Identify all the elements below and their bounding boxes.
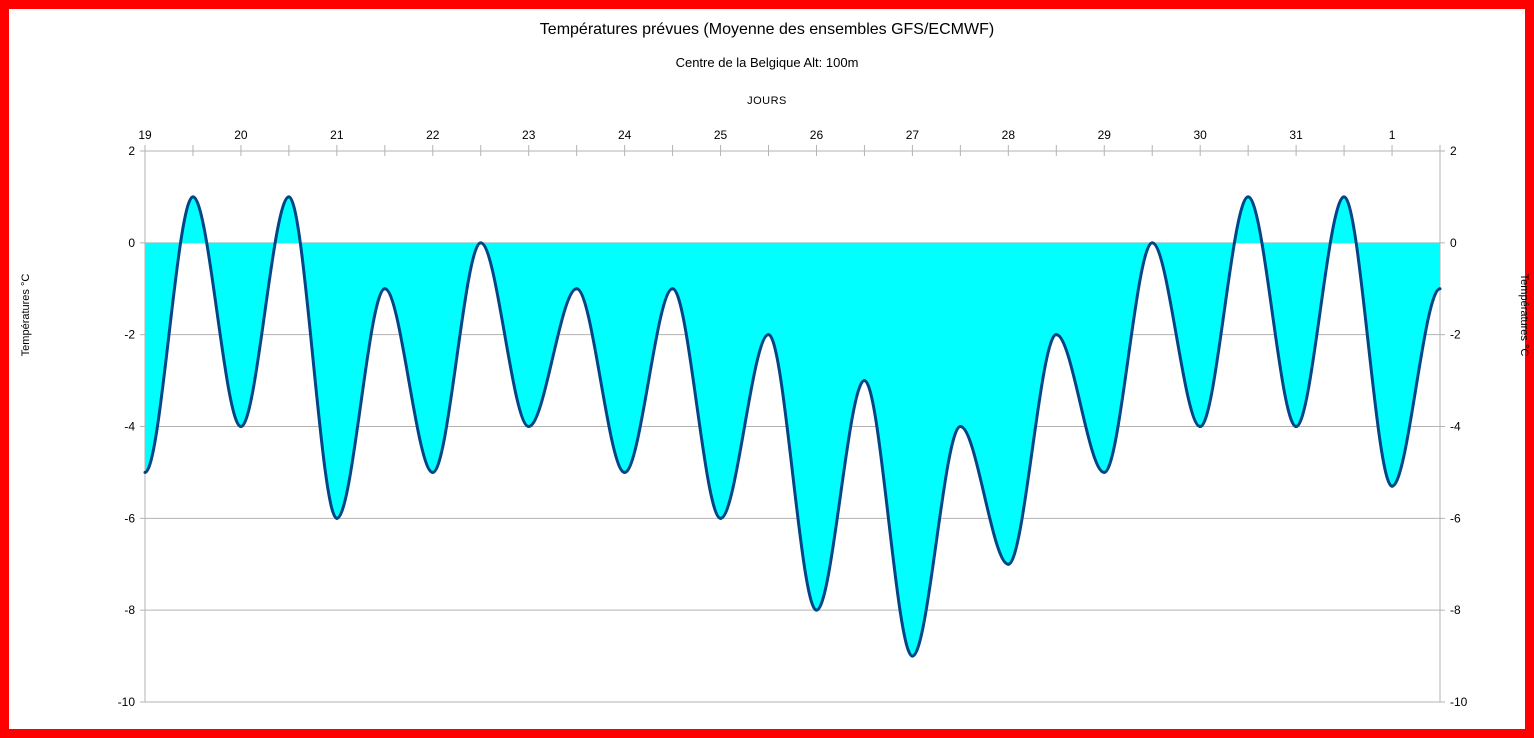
x-tick-label: 28 [1002, 128, 1016, 142]
x-tick-label: 26 [810, 128, 824, 142]
y-axis-label-right: Températures °C [1518, 273, 1530, 357]
y-tick-label-left: 0 [128, 236, 135, 250]
y-tick-label-left: -8 [124, 603, 135, 617]
series-area [145, 196, 1440, 657]
y-tick-label-right: -4 [1450, 420, 1461, 434]
data-point [239, 425, 243, 428]
x-tick-label: 1 [1389, 128, 1396, 142]
data-point [431, 470, 435, 474]
data-point [383, 287, 387, 291]
x-tick-label: 20 [234, 128, 248, 142]
y-tick-label-left: -6 [124, 511, 135, 525]
data-point [1006, 562, 1010, 566]
data-point [862, 379, 866, 383]
data-point [191, 195, 195, 199]
data-point [527, 425, 531, 428]
y-tick-label-left: -2 [124, 328, 135, 342]
x-tick-label: 23 [522, 128, 536, 142]
data-point [767, 333, 771, 337]
chart-frame: 2 2 0 0 -2 -2 -4 -4 -6 -6 -8 -8 -10 -10 19 20 21 22 23 24 25… [9, 9, 1530, 729]
x-tick-label: 30 [1194, 128, 1208, 142]
data-point [335, 516, 339, 520]
y-tick-label-left: -10 [118, 695, 136, 709]
x-tick-label: 24 [618, 128, 632, 142]
data-point [1102, 470, 1106, 474]
data-point [1342, 195, 1346, 199]
y-tick-label-right: 2 [1450, 144, 1457, 158]
chart-subtitle: Centre de la Belgique Alt: 100m [675, 55, 859, 70]
data-point [1054, 333, 1058, 337]
data-point [958, 425, 962, 428]
x-tick-label: 31 [1289, 128, 1303, 142]
y-tick-label-right: -6 [1450, 511, 1461, 525]
y-tick-label-left: -4 [124, 420, 135, 434]
series-curve [143, 195, 1441, 658]
top-axis-label: JOURS [747, 95, 787, 107]
data-point [719, 516, 723, 520]
y-tick-label-left: 2 [128, 144, 135, 158]
data-point [1438, 287, 1442, 291]
chart-title: Températures prévues (Moyenne des ensemb… [539, 21, 995, 38]
x-tick-label: 19 [138, 128, 152, 142]
data-point [575, 287, 579, 291]
x-tick-label: 25 [714, 128, 728, 142]
data-point [1294, 425, 1298, 428]
x-tick-label: 21 [330, 128, 344, 142]
x-tick-label: 27 [906, 128, 920, 142]
y-tick-label-right: -2 [1450, 328, 1461, 342]
data-point [623, 470, 627, 474]
data-point [1150, 241, 1154, 245]
y-tick-label-right: -10 [1450, 695, 1468, 709]
x-tick-label: 29 [1098, 128, 1112, 142]
data-point [910, 654, 914, 658]
y-tick-label-right: 0 [1450, 236, 1457, 250]
series-line [143, 195, 1442, 658]
data-point [143, 470, 147, 474]
data-point [479, 241, 483, 245]
x-tick-label: 22 [426, 128, 440, 142]
data-point [671, 287, 675, 291]
data-point [1390, 484, 1394, 488]
data-point [814, 608, 818, 612]
data-point [1246, 195, 1250, 199]
area-fill [145, 196, 1440, 657]
data-point [1198, 425, 1202, 428]
axes [140, 145, 1445, 703]
data-point [287, 195, 291, 199]
y-tick-label-right: -8 [1450, 603, 1461, 617]
y-axis-label-left: Températures °C [20, 273, 32, 357]
